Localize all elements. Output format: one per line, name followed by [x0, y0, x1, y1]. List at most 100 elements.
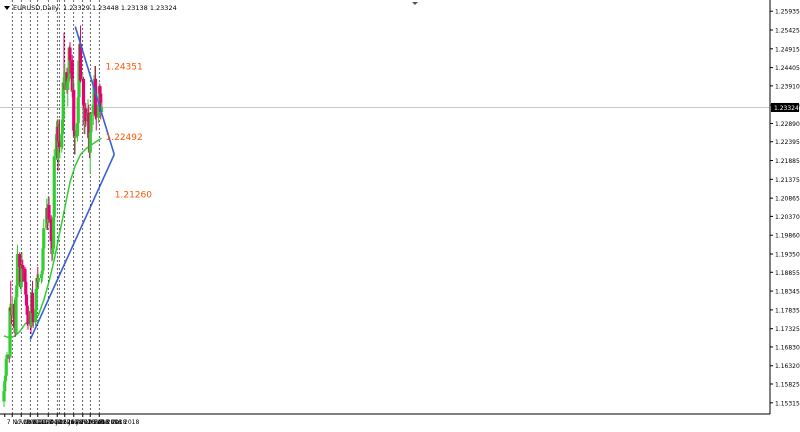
- candle-body: [35, 277, 39, 290]
- candle-body: [60, 134, 64, 148]
- candle-body: [18, 254, 22, 267]
- x-tick-label: 29 Nov 2017: [23, 419, 62, 426]
- candle-body: [49, 218, 53, 242]
- price-annotation: 1.21260: [115, 191, 152, 201]
- chart-symbol-label: EURUSD,Daily: [13, 4, 59, 12]
- trendlines-layer[interactable]: [29, 26, 116, 340]
- candle-body: [31, 313, 35, 323]
- price-annotation: 1.22492: [106, 133, 143, 143]
- y-tick-label: 1.24915: [775, 46, 800, 53]
- candle-body: [23, 268, 27, 282]
- candle-body: [93, 78, 98, 116]
- x-tick-label: 7 Feb 2018: [76, 419, 110, 426]
- x-tick-label: 1 Mar 2018: [92, 419, 126, 426]
- candle-body: [57, 141, 61, 159]
- y-tick-label: 1.25935: [775, 9, 800, 16]
- y-tick-label: 1.16320: [775, 363, 800, 370]
- candle-body: [39, 274, 44, 278]
- candle-body: [8, 307, 12, 358]
- annotations-layer: 1.24351 1.22492 1.21260: [106, 63, 153, 201]
- y-tick-label: 1.23910: [775, 83, 800, 90]
- candle-body: [87, 112, 91, 138]
- candle-body: [14, 297, 18, 334]
- y-tick-label: 1.20370: [775, 214, 800, 221]
- candle-body: [75, 123, 80, 137]
- candle-body: [15, 254, 20, 286]
- x-tick-label: 19 Feb 2018: [85, 419, 123, 426]
- price-annotation: 1.24351: [106, 63, 143, 73]
- candle-body: [98, 86, 102, 94]
- candles-layer: [2, 25, 104, 408]
- y-tick-label: 1.20865: [775, 196, 800, 203]
- candle-body: [57, 141, 62, 148]
- chart-menu-triangle-icon[interactable]: [4, 6, 10, 10]
- candle-body: [76, 97, 80, 124]
- y-tick-label: 1.25425: [775, 27, 800, 34]
- y-tick-label: 1.24405: [775, 65, 800, 72]
- candle-body: [2, 391, 6, 402]
- y-tick-label: 1.18855: [775, 270, 800, 277]
- candle-body: [3, 381, 7, 392]
- y-tick-label: 1.21885: [775, 158, 800, 165]
- candle-body: [5, 354, 9, 360]
- x-tick-label: 13 Mar 2018: [101, 419, 139, 426]
- candle-body: [41, 248, 45, 271]
- candle-body: [78, 43, 83, 81]
- candle-body: [24, 294, 29, 306]
- trendline[interactable]: [29, 154, 115, 340]
- candle-body: [19, 281, 23, 288]
- x-tick-label: 7 Nov 2017: [7, 419, 42, 426]
- x-tick-label: 16 Jan 2018: [59, 419, 95, 426]
- x-tick-label: 21 Dec 2017: [40, 419, 79, 426]
- candle-body: [66, 78, 71, 81]
- candle-body: [72, 130, 77, 138]
- candle-body: [67, 47, 71, 79]
- y-tick-label: 1.19350: [775, 252, 800, 259]
- y-tick-label: 1.18345: [775, 289, 800, 296]
- y-tick-label: 1.17325: [775, 326, 800, 333]
- candle-body: [91, 104, 95, 114]
- moving-average-layer: [3, 137, 102, 339]
- trendline[interactable]: [74, 26, 116, 155]
- y-tick-label: 1.22395: [775, 139, 800, 146]
- y-tick-label: 1.19860: [775, 233, 800, 240]
- current-price-tag-label: 1.23324: [774, 105, 799, 112]
- candle-body: [21, 265, 25, 269]
- y-tick-label: 1.16830: [775, 344, 800, 351]
- candle-body: [99, 93, 103, 113]
- chart-header: EURUSD,Daily 1.23329 1.23448 1.23138 1.2…: [4, 4, 177, 12]
- candle-body: [26, 314, 30, 325]
- candle-body: [24, 281, 28, 295]
- y-tick-label: 1.15825: [775, 382, 800, 389]
- candle-body: [99, 107, 104, 113]
- candle-body: [42, 228, 46, 249]
- candle-body: [3, 375, 8, 382]
- candle-body: [34, 289, 38, 310]
- candle-body: [70, 60, 74, 92]
- grid-lines: [0, 0, 770, 414]
- moving-average-line: [3, 137, 102, 339]
- candle-body: [20, 265, 24, 282]
- y-tick-label: 1.21375: [775, 177, 800, 184]
- x-tick-label: 4 Jan 2018: [50, 419, 82, 426]
- candle-body: [33, 309, 38, 323]
- candle-body: [88, 132, 92, 153]
- candle-body: [61, 82, 65, 120]
- candle-body: [73, 136, 77, 138]
- candle-body: [81, 78, 86, 105]
- x-tick-label: 26 Jan 2018: [67, 419, 103, 426]
- candle-body: [68, 47, 72, 61]
- candle-body: [30, 292, 35, 314]
- candle-body: [4, 359, 8, 376]
- candle-body: [60, 119, 65, 135]
- y-tick-label: 1.22890: [775, 121, 800, 128]
- current-price-tag: [771, 102, 799, 112]
- x-tick-label: 11 Dec 2017: [32, 419, 71, 426]
- candle-body: [94, 115, 98, 118]
- candle-body: [89, 113, 93, 133]
- chart-shift-marker-icon[interactable]: [412, 2, 418, 5]
